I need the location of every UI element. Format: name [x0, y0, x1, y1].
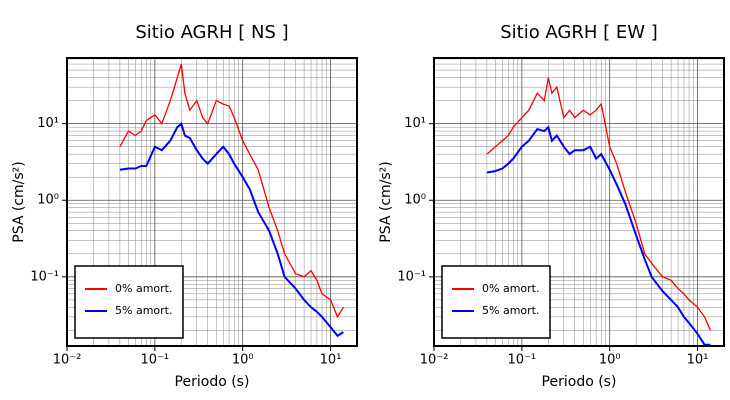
- chart-title: Sitio AGRH [ EW ]: [500, 22, 658, 43]
- legend-label: 0% amort.: [115, 282, 172, 295]
- data-line: [119, 63, 344, 319]
- y-axis-label: PSA (cm/s²): [378, 161, 394, 243]
- data-line: [486, 125, 711, 346]
- data-line: [119, 121, 344, 338]
- legend-label: 5% amort.: [115, 304, 172, 317]
- y-tick-label: 10¹: [37, 116, 59, 131]
- y-tick-label: 10⁻¹: [30, 269, 59, 284]
- y-tick-label: 10⁰: [37, 193, 59, 208]
- x-axis-label: Periodo (s): [542, 374, 617, 390]
- y-tick-label: 10⁰: [404, 193, 426, 208]
- x-tick-label: 10¹: [320, 353, 342, 368]
- plot-frame: [433, 57, 725, 347]
- legend-box: [74, 265, 184, 339]
- legend-label: 5% amort.: [482, 304, 539, 317]
- x-tick-label: 10⁰: [232, 353, 254, 368]
- x-axis-label: Periodo (s): [175, 374, 250, 390]
- y-axis-label: PSA (cm/s²): [11, 161, 27, 243]
- x-tick-label: 10⁻¹: [508, 353, 537, 368]
- y-tick-label: 10⁻¹: [397, 269, 426, 284]
- y-tick-label: 10¹: [404, 116, 426, 131]
- x-tick-label: 10⁻²: [53, 353, 82, 368]
- chart-title: Sitio AGRH [ NS ]: [135, 22, 288, 43]
- legend-label: 0% amort.: [482, 282, 539, 295]
- x-tick-label: 10¹: [687, 353, 709, 368]
- data-line: [486, 77, 711, 331]
- panel: 10⁻² 10⁻¹ 10⁰ 10¹ 10⁻¹ 10⁰ 10¹ Sitio AGRH [ NS …: [11, 22, 358, 390]
- plot-frame: [66, 57, 358, 347]
- x-tick-label: 10⁻²: [420, 353, 449, 368]
- legend-box: [441, 265, 551, 339]
- x-tick-label: 10⁰: [599, 353, 621, 368]
- x-tick-label: 10⁻¹: [141, 353, 170, 368]
- panel: 10⁻² 10⁻¹ 10⁰ 10¹ 10⁻¹ 10⁰ 10¹ Sitio AGRH [ EW …: [378, 22, 725, 390]
